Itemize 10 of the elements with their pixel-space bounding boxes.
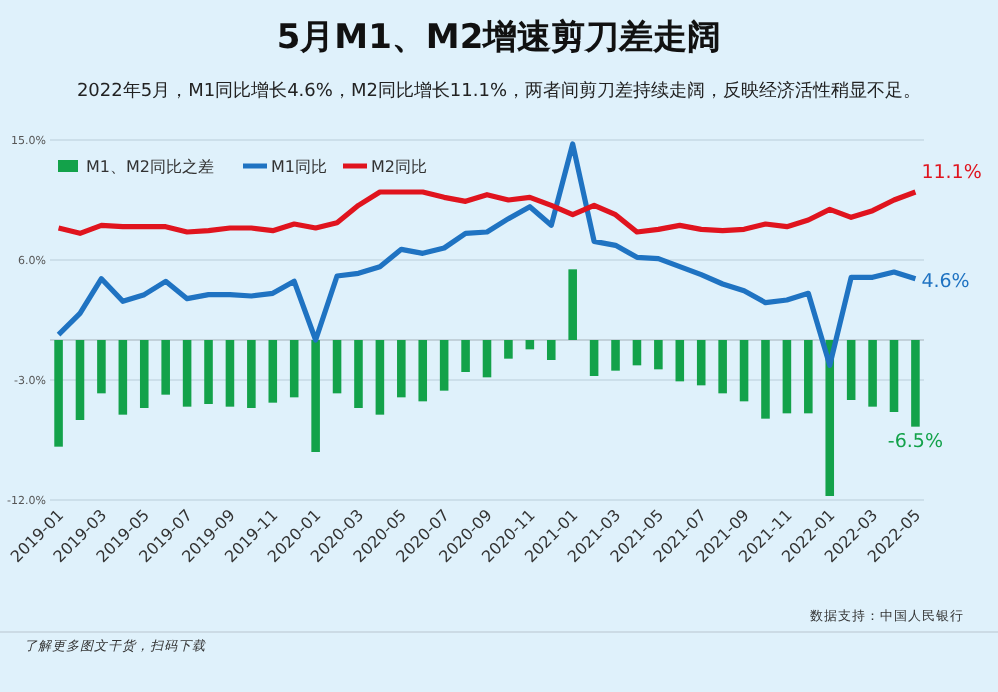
- legend-label: M2同比: [371, 158, 427, 176]
- legend-label: M1同比: [271, 158, 327, 176]
- data-label: 11.1%: [921, 162, 982, 184]
- line-series: [55, 141, 919, 368]
- chart-title: 5月M1、M2增速剪刀差走阔: [276, 18, 722, 58]
- data-label: 4.6%: [921, 270, 970, 293]
- chart-subtitle: 2022年5月，M1同比增长4.6%，M2同比增长11.1%，两者间剪刀差持续走阔，反映经济活性稍显不足。: [76, 80, 922, 102]
- data-label: -6.5%: [887, 430, 944, 453]
- legend-label: M1、M2同比之差: [86, 158, 214, 176]
- line-series: [55, 189, 919, 236]
